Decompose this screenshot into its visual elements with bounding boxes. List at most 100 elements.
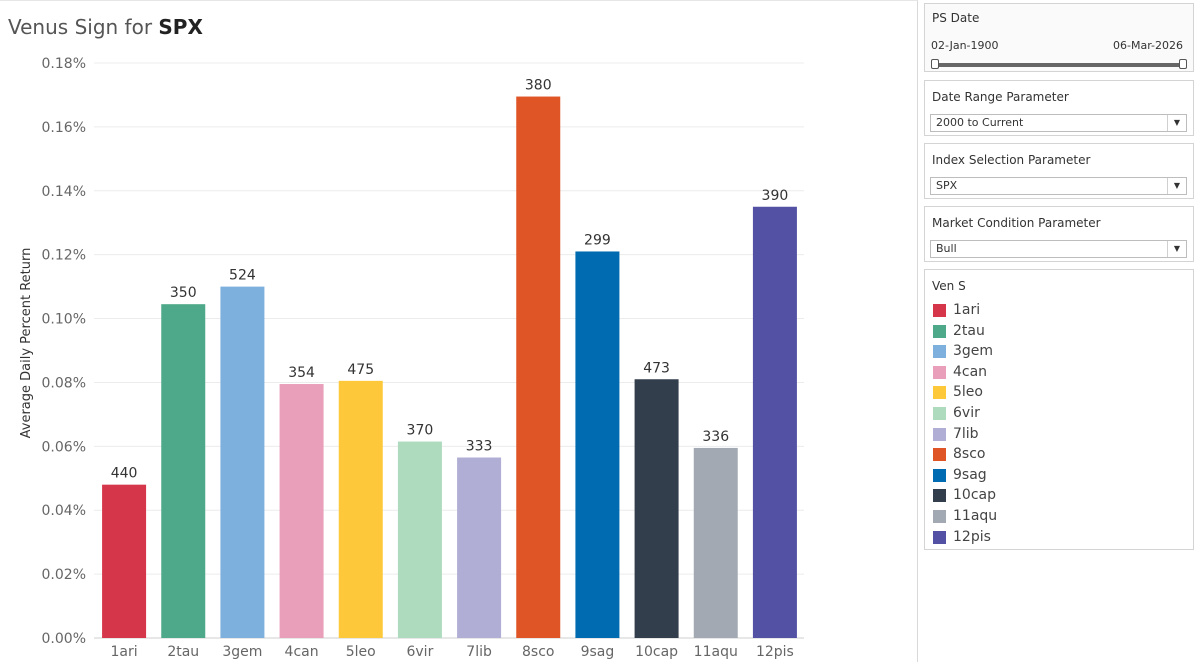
x-tick-label-2tau: 2tau bbox=[167, 644, 199, 660]
ps-date-end: 06-Mar-2026 bbox=[1113, 39, 1183, 52]
legend-item-10cap[interactable]: 10cap bbox=[933, 486, 1183, 506]
legend-label-12pis: 12pis bbox=[953, 528, 991, 545]
bar-11aqu[interactable] bbox=[693, 447, 738, 638]
y-tick-label-8: 0.16% bbox=[42, 120, 86, 136]
legend-swatch-9sag bbox=[933, 468, 946, 482]
bar-6vir[interactable] bbox=[397, 441, 442, 638]
market-condition-title: Market Condition Parameter bbox=[932, 216, 1101, 230]
legend-label-7lib: 7lib bbox=[953, 425, 979, 442]
y-tick-label-7: 0.14% bbox=[42, 184, 86, 200]
legend-item-5leo[interactable]: 5leo bbox=[933, 383, 1183, 403]
x-tick-label-11aqu: 11aqu bbox=[694, 644, 738, 660]
legend-label-4can: 4can bbox=[953, 363, 988, 380]
color-legend: Ven S 1ari 2tau 3gem 4can 5leo 6vir 7lib 8sco 9s… bbox=[924, 269, 1194, 550]
legend-item-7lib[interactable]: 7lib bbox=[933, 425, 1183, 445]
legend-swatch-11aqu bbox=[933, 510, 946, 523]
triangle-down-icon[interactable]: ▼ bbox=[1167, 178, 1186, 194]
gridlines bbox=[94, 62, 804, 639]
data-label-7lib: 333 bbox=[466, 439, 493, 455]
bars bbox=[102, 96, 797, 638]
legend-item-3gem[interactable]: 3gem bbox=[933, 342, 1183, 362]
bar-3gem[interactable] bbox=[220, 286, 265, 638]
legend-swatch-4can bbox=[933, 365, 946, 379]
legend-swatch-7lib bbox=[933, 427, 946, 441]
date-range-select[interactable]: 2000 to Current ▼ bbox=[930, 114, 1187, 132]
legend-label-6vir: 6vir bbox=[953, 405, 980, 421]
y-tick-label-4: 0.08% bbox=[42, 375, 86, 391]
legend-item-8sco[interactable]: 8sco bbox=[933, 445, 1183, 465]
market-condition-select[interactable]: Bull ▼ bbox=[930, 240, 1187, 258]
ps-date-slider-start-handle[interactable] bbox=[931, 59, 939, 69]
legend-swatch-8sco bbox=[933, 448, 946, 462]
legend-item-4can[interactable]: 4can bbox=[933, 363, 1183, 383]
bar-12pis[interactable] bbox=[752, 206, 797, 638]
bar-chart: 0.00% 0.02% 0.04% 0.06% 0.08% 0.10% 0.12% 0.14%… bbox=[19, 56, 804, 660]
legend-item-11aqu[interactable]: 11aqu bbox=[933, 507, 1183, 527]
date-range-value: 2000 to Current bbox=[936, 116, 1024, 129]
triangle-down-icon[interactable]: ▼ bbox=[1167, 115, 1186, 131]
y-tick-label-6: 0.12% bbox=[42, 248, 86, 264]
data-label-9sag: 299 bbox=[584, 232, 611, 248]
y-tick-label-0: 0.00% bbox=[42, 631, 86, 647]
chart-title: Venus Sign for SPX bbox=[8, 15, 203, 39]
data-label-12pis: 390 bbox=[762, 188, 789, 204]
bar-1ari[interactable] bbox=[102, 484, 147, 638]
bar-5leo[interactable] bbox=[338, 380, 383, 638]
y-axis-ticks: 0.00% 0.02% 0.04% 0.06% 0.08% 0.10% 0.12% 0.14%… bbox=[42, 56, 86, 647]
legend-swatch-1ari bbox=[933, 304, 946, 317]
y-tick-label-5: 0.10% bbox=[42, 312, 86, 328]
legend-label-1ari: 1ari bbox=[953, 302, 981, 318]
legend-item-6vir[interactable]: 6vir bbox=[933, 404, 1183, 424]
legend-label-2tau: 2tau bbox=[953, 322, 985, 339]
legend-item-9sag[interactable]: 9sag bbox=[933, 466, 1183, 486]
bar-4can[interactable] bbox=[279, 384, 324, 638]
y-tick-label-3: 0.06% bbox=[42, 439, 86, 455]
index-selection-select[interactable]: SPX ▼ bbox=[930, 177, 1187, 195]
legend-item-12pis[interactable]: 12pis bbox=[933, 528, 1183, 548]
bar-8sco[interactable] bbox=[516, 96, 561, 638]
data-label-6vir: 370 bbox=[407, 423, 434, 439]
chart-pane: Venus Sign for SPX 0.00% 0.02% 0.04% 0.06% 0… bbox=[0, 0, 918, 662]
x-tick-label-7lib: 7lib bbox=[466, 644, 492, 660]
index-selection-value: SPX bbox=[936, 179, 958, 192]
ps-date-slider-track[interactable] bbox=[935, 63, 1183, 67]
legend-swatch-10cap bbox=[933, 489, 946, 503]
ps-date-slider-end-handle[interactable] bbox=[1179, 59, 1187, 69]
legend-title: Ven S bbox=[932, 279, 966, 293]
triangle-down-icon[interactable]: ▼ bbox=[1167, 241, 1186, 257]
x-tick-label-1ari: 1ari bbox=[111, 644, 138, 660]
bar-2tau[interactable] bbox=[161, 304, 206, 638]
x-tick-label-12pis: 12pis bbox=[756, 644, 794, 660]
x-tick-label-3gem: 3gem bbox=[222, 644, 262, 660]
legend-swatch-3gem bbox=[933, 345, 946, 359]
y-tick-label-1: 0.02% bbox=[42, 567, 86, 583]
ps-date-start: 02-Jan-1900 bbox=[931, 39, 999, 52]
date-range-parameter: Date Range Parameter 2000 to Current ▼ bbox=[924, 80, 1194, 136]
legend-swatch-12pis bbox=[933, 530, 946, 544]
ps-date-title: PS Date bbox=[932, 11, 980, 25]
legend-item-1ari[interactable]: 1ari bbox=[933, 301, 1183, 321]
legend-label-10cap: 10cap bbox=[953, 487, 996, 504]
x-tick-label-5leo: 5leo bbox=[346, 644, 376, 660]
legend-swatch-5leo bbox=[933, 386, 946, 400]
date-range-title: Date Range Parameter bbox=[932, 90, 1069, 104]
x-tick-label-9sag: 9sag bbox=[581, 644, 615, 660]
chart-title-bold: SPX bbox=[158, 15, 203, 39]
bar-10cap[interactable] bbox=[634, 379, 679, 638]
y-axis-title: Average Daily Percent Return bbox=[19, 248, 34, 439]
legend-label-5leo: 5leo bbox=[953, 384, 983, 401]
y-tick-label-2: 0.04% bbox=[42, 503, 86, 519]
x-tick-label-4can: 4can bbox=[285, 644, 319, 660]
bar-9sag[interactable] bbox=[575, 251, 620, 638]
data-label-2tau: 350 bbox=[170, 285, 197, 301]
data-labels: 440 350 524 354 475 370 333 380 299 473 336 390 bbox=[111, 78, 789, 482]
market-condition-parameter: Market Condition Parameter Bull ▼ bbox=[924, 206, 1194, 262]
data-label-4can: 354 bbox=[288, 365, 315, 381]
legend-swatch-6vir bbox=[933, 407, 946, 420]
bar-7lib[interactable] bbox=[457, 457, 502, 638]
ps-date-filter: PS Date 02-Jan-1900 06-Mar-2026 bbox=[924, 3, 1194, 72]
x-tick-label-10cap: 10cap bbox=[635, 644, 678, 660]
legend-item-2tau[interactable]: 2tau bbox=[933, 322, 1183, 342]
legend-label-3gem: 3gem bbox=[953, 343, 994, 360]
x-tick-label-8sco: 8sco bbox=[522, 644, 554, 660]
